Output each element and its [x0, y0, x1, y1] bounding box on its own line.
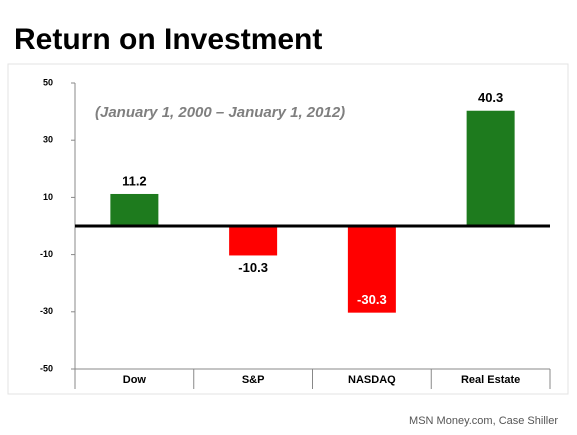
- chart-frame: [7, 63, 569, 395]
- y-tick-label: 30: [43, 135, 53, 145]
- y-tick-label: -50: [40, 363, 53, 373]
- bar: [347, 226, 396, 313]
- y-tick-label: -10: [40, 249, 53, 259]
- value-label: -30.3: [357, 292, 387, 307]
- value-label: -10.3: [238, 260, 268, 275]
- value-label: 11.2: [122, 173, 147, 188]
- x-tick-label: NASDAQ: [348, 374, 396, 386]
- x-tick-label: Real Estate: [461, 374, 520, 386]
- y-tick-label: -30: [40, 306, 53, 316]
- value-label: 40.3: [478, 90, 503, 105]
- source-note: MSN Money.com, Case Shiller: [409, 415, 558, 427]
- bar: [229, 226, 278, 256]
- y-tick-label: 10: [43, 192, 53, 202]
- bar: [466, 110, 515, 226]
- y-tick-label: 50: [43, 77, 53, 87]
- chart-title: Return on Investment: [14, 23, 322, 56]
- chart-subtitle: (January 1, 2000 – January 1, 2012): [95, 104, 345, 121]
- x-tick-label: Dow: [123, 374, 147, 386]
- bar: [110, 193, 159, 226]
- x-tick-label: S&P: [242, 374, 265, 386]
